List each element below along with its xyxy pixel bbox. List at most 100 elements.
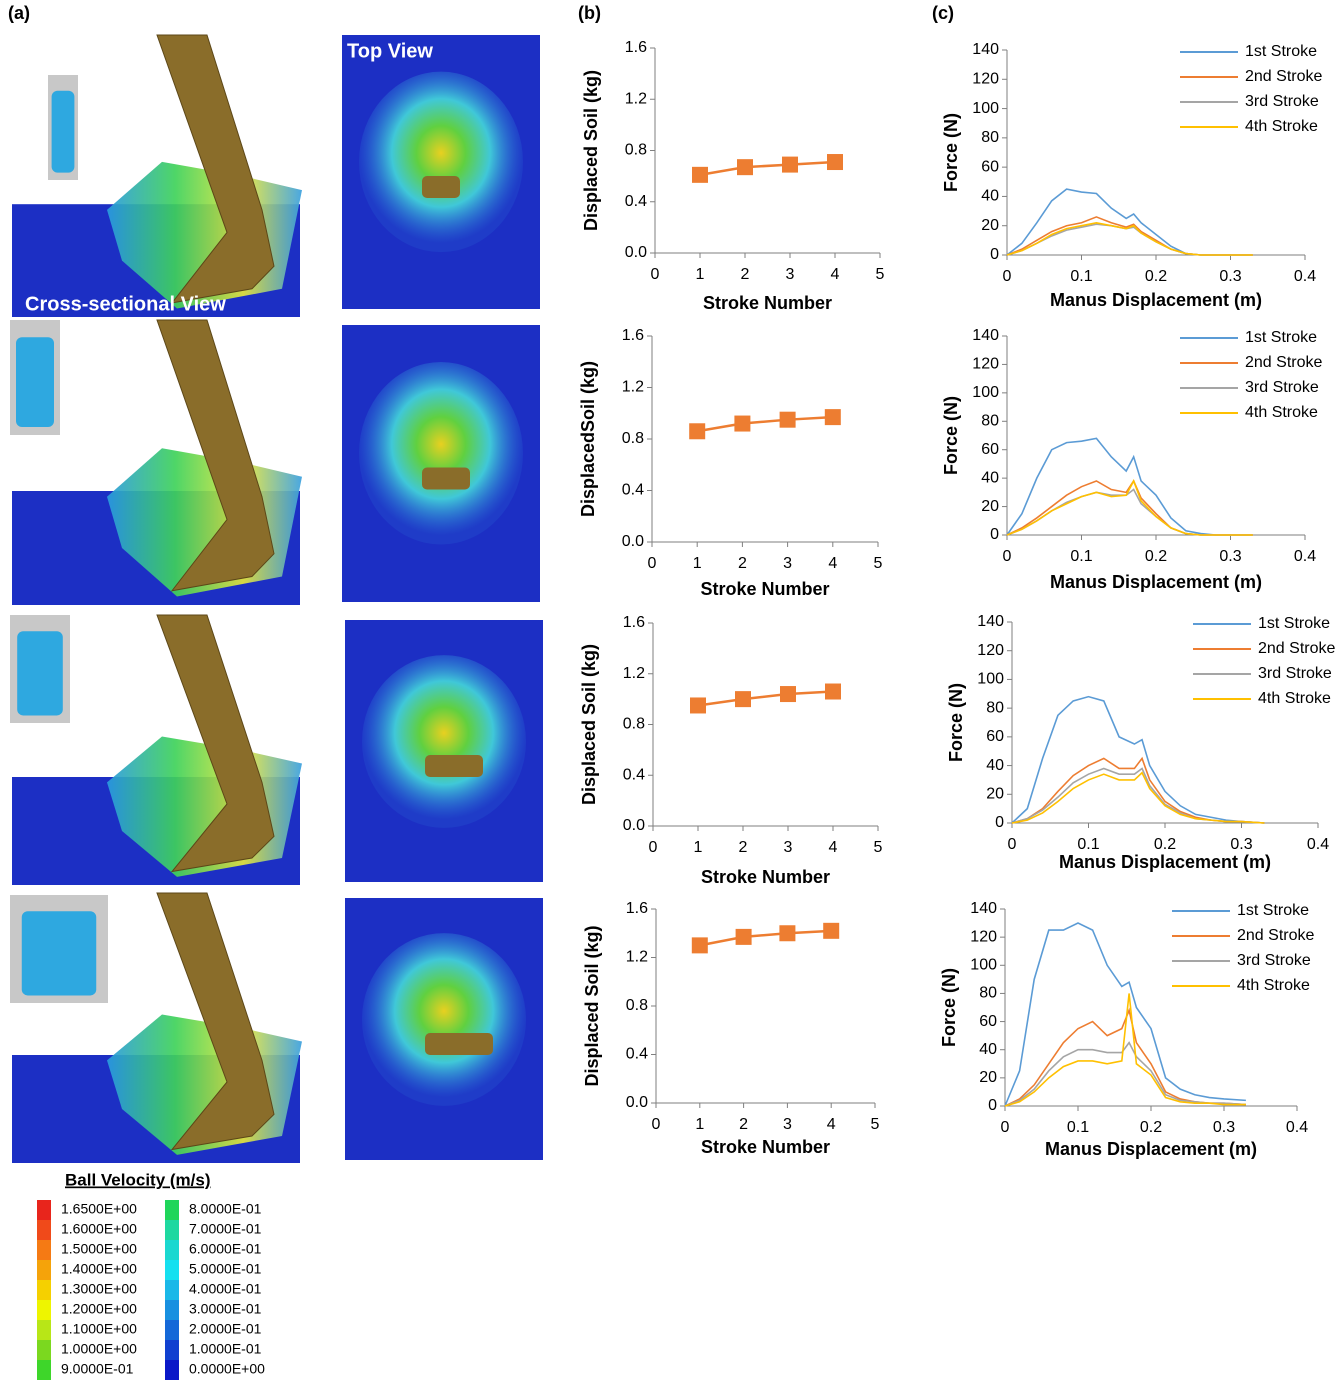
x-tick-label: 0.3 <box>1219 268 1241 285</box>
x-axis-label: Stroke Number <box>701 1137 830 1157</box>
y-tick-label: 80 <box>981 413 999 430</box>
y-tick-label: 100 <box>970 957 997 974</box>
legend-swatch <box>37 1300 51 1320</box>
series-line <box>699 929 832 947</box>
x-axis-label: Manus Displacement (m) <box>1059 852 1271 872</box>
x-tick-label: 0 <box>1003 548 1012 565</box>
marker <box>824 409 841 426</box>
x-tick-label: 4 <box>827 1116 836 1133</box>
legend-swatch <box>165 1320 179 1340</box>
particle-cloud <box>359 71 523 253</box>
y-tick-label: 80 <box>979 985 997 1002</box>
x-tick-label: 0 <box>1003 268 1012 285</box>
y-tick-label: 0 <box>990 246 999 263</box>
legend-label: 3rd Stroke <box>1245 93 1319 110</box>
series-line <box>1006 221 1253 256</box>
y-tick-label: 20 <box>979 1069 997 1086</box>
series-line <box>1004 1041 1246 1107</box>
manus-model <box>17 631 63 716</box>
y-tick-label: 60 <box>981 441 999 458</box>
marker <box>690 697 706 714</box>
y-tick-label: 100 <box>972 100 999 117</box>
y-tick-label: 120 <box>972 71 999 88</box>
marker <box>823 922 840 939</box>
y-axis-label: Displaced Soil (kg) <box>579 644 599 805</box>
series-line <box>1006 479 1253 536</box>
x-tick-label: 0.1 <box>1067 1119 1089 1136</box>
legend-label: 1.0000E+00 <box>61 1341 137 1357</box>
x-tick-label: 0.1 <box>1070 548 1092 565</box>
marker <box>691 937 708 954</box>
legend-label: 4th Stroke <box>1258 690 1331 707</box>
x-tick-label: 0.2 <box>1154 836 1176 853</box>
x-tick-label: 4 <box>829 839 838 856</box>
manus-top <box>422 467 470 490</box>
chart: 0.0 0.4 0.8 1.2 1.6 0 1 2 3 4 5 Stroke Number Displa… <box>579 614 883 887</box>
legend-label: 3.0000E-01 <box>189 1301 262 1317</box>
x-tick-label: 4 <box>831 266 840 283</box>
y-tick-label: 60 <box>981 158 999 175</box>
series-line <box>1004 993 1246 1107</box>
y-tick-label: 40 <box>986 757 1004 774</box>
x-tick-label: 2 <box>739 1116 748 1133</box>
y-tick-label: 140 <box>970 900 997 917</box>
x-tick-label: 1 <box>695 1116 704 1133</box>
marker <box>780 686 796 703</box>
x-axis-label: Stroke Number <box>703 293 832 313</box>
y-tick-label: 0.0 <box>626 1094 648 1111</box>
chart: 0 20 40 60 80 100 120 140 0 0.1 0.2 0.3 0.4 Manus Dis… <box>946 613 1336 872</box>
x-tick-label: 1 <box>696 266 705 283</box>
chart: 0 20 40 60 80 100 120 140 0 0.1 0.2 0.3 0.4 Manus Dis… <box>939 900 1315 1159</box>
y-tick-label: 120 <box>970 928 997 945</box>
x-tick-label: 0 <box>648 555 657 572</box>
x-tick-label: 0 <box>1008 836 1017 853</box>
legend-label: 7.0000E-01 <box>189 1221 262 1237</box>
y-tick-label: 140 <box>972 41 999 58</box>
particle-cloud <box>359 362 523 545</box>
series-line <box>699 160 836 177</box>
limb <box>156 614 275 873</box>
y-tick-label: 0.8 <box>623 716 645 733</box>
legend-swatch <box>37 1240 51 1260</box>
y-tick-label: 1.2 <box>626 949 648 966</box>
x-tick-label: 0.2 <box>1145 548 1167 565</box>
y-tick-label: 40 <box>981 188 999 205</box>
x-tick-label: 0 <box>649 839 658 856</box>
legend-label: 2nd Stroke <box>1237 927 1314 944</box>
x-axis-label: Manus Displacement (m) <box>1050 572 1262 592</box>
y-tick-label: 60 <box>986 728 1004 745</box>
x-tick-label: 0.4 <box>1294 268 1316 285</box>
y-tick-label: 0.0 <box>625 244 647 261</box>
legend-swatch <box>165 1280 179 1300</box>
y-tick-label: 0 <box>990 526 999 543</box>
legend-swatch <box>165 1360 179 1380</box>
legend-label: 1.5000E+00 <box>61 1241 137 1257</box>
x-tick-label: 1 <box>694 839 703 856</box>
x-tick-label: 0 <box>652 1116 661 1133</box>
marker <box>782 156 798 173</box>
view-label: Top View <box>347 40 433 62</box>
y-tick-label: 60 <box>979 1013 997 1030</box>
panel-label: (c) <box>932 3 954 23</box>
manus-model <box>21 911 97 996</box>
legend-swatch <box>165 1220 179 1240</box>
legend-label: 4th Stroke <box>1245 404 1318 421</box>
legend-swatch <box>165 1260 179 1280</box>
legend-label: 1st Stroke <box>1245 329 1317 346</box>
marker <box>779 411 796 428</box>
x-tick-label: 3 <box>784 839 793 856</box>
y-tick-label: 1.2 <box>625 90 647 107</box>
legend-label: 2nd Stroke <box>1245 354 1322 371</box>
x-tick-label: 3 <box>783 555 792 572</box>
y-axis-label: Force (N) <box>941 113 961 192</box>
y-tick-label: 1.6 <box>626 900 648 917</box>
manus-model <box>51 90 75 173</box>
y-tick-label: 40 <box>981 469 999 486</box>
x-tick-label: 2 <box>738 555 747 572</box>
y-axis-label: Force (N) <box>946 683 966 762</box>
x-tick-label: 0.4 <box>1294 548 1316 565</box>
x-axis-label: Manus Displacement (m) <box>1050 290 1262 310</box>
manus-top <box>422 176 460 198</box>
series-line <box>1011 756 1265 824</box>
chart: 0.0 0.4 0.8 1.2 1.6 0 1 2 3 4 5 Stroke Number Displa… <box>578 327 883 599</box>
